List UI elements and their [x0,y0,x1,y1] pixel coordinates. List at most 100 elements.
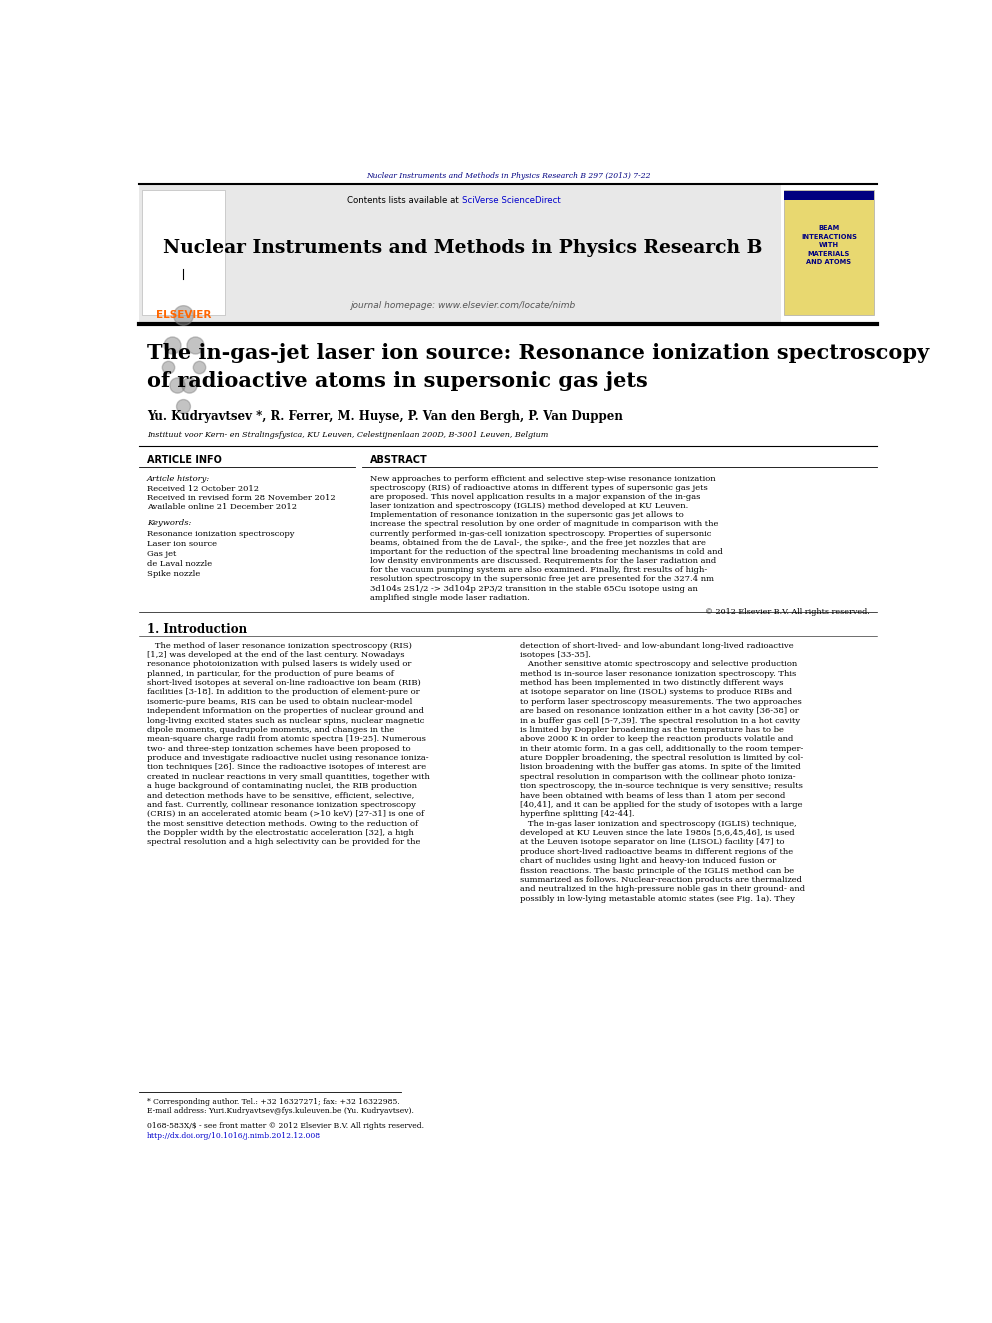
Text: [1,2] was developed at the end of the last century. Nowadays: [1,2] was developed at the end of the la… [147,651,405,659]
Text: Yu. Kudryavtsev *, R. Ferrer, M. Huyse, P. Van den Bergh, P. Van Duppen: Yu. Kudryavtsev *, R. Ferrer, M. Huyse, … [147,410,623,423]
Bar [139,184,782,321]
Point [176,396,191,417]
Text: planned, in particular, for the production of pure beams of: planned, in particular, for the producti… [147,669,394,677]
Text: fission reactions. The basic principle of the IGLIS method can be: fission reactions. The basic principle o… [520,867,794,875]
Text: Article history:: Article history: [147,475,210,483]
Text: possibly in low-lying metastable atomic states (see Fig. 1a). They: possibly in low-lying metastable atomic … [520,894,795,902]
Point [190,356,206,377]
Text: are based on resonance ionization either in a hot cavity [36-38] or: are based on resonance ionization either… [520,708,799,716]
Text: Available online 21 December 2012: Available online 21 December 2012 [147,503,297,511]
Point [176,304,191,325]
Text: are proposed. This novel application results in a major expansion of the in-gas: are proposed. This novel application res… [370,493,700,501]
Text: dipole moments, quadrupole moments, and changes in the: dipole moments, quadrupole moments, and … [147,726,394,734]
Text: resolution spectroscopy in the supersonic free jet are presented for the 327.4 n: resolution spectroscopy in the supersoni… [370,576,714,583]
Text: have been obtained with beams of less than 1 atom per second: have been obtained with beams of less th… [520,791,786,799]
Text: (CRIS) in an accelerated atomic beam (>10 keV) [27-31] is one of: (CRIS) in an accelerated atomic beam (>1… [147,810,425,819]
Text: Received in revised form 28 November 2012: Received in revised form 28 November 201… [147,493,335,501]
Text: at isotope separator on line (ISOL) systems to produce RIBs and: at isotope separator on line (ISOL) syst… [520,688,792,696]
Text: isotopes [33-35].: isotopes [33-35]. [520,651,591,659]
Text: currently performed in-gas-cell ionization spectroscopy. Properties of supersoni: currently performed in-gas-cell ionizati… [370,529,711,537]
Text: the Doppler width by the electrostatic acceleration [32], a high: the Doppler width by the electrostatic a… [147,830,414,837]
Text: spectroscopy (RIS) of radioactive atoms in different types of supersonic gas jet: spectroscopy (RIS) of radioactive atoms … [370,484,707,492]
Text: Instituut voor Kern- en Stralingsfysica, KU Leuven, Celestijnenlaan 200D, B-3001: Instituut voor Kern- en Stralingsfysica,… [147,431,549,439]
Text: of radioactive atoms in supersonic gas jets: of radioactive atoms in supersonic gas j… [147,370,648,390]
Text: a huge background of contaminating nuclei, the RIB production: a huge background of contaminating nucle… [147,782,417,790]
Text: method has been implemented in two distinctly different ways: method has been implemented in two disti… [520,679,784,687]
Text: independent information on the properties of nuclear ground and: independent information on the propertie… [147,708,424,716]
Text: Contents lists available at: Contents lists available at [347,196,461,205]
Text: two- and three-step ionization schemes have been proposed to: two- and three-step ionization schemes h… [147,745,411,753]
Text: increase the spectral resolution by one order of magnitude in comparison with th: increase the spectral resolution by one … [370,520,718,528]
Text: low density environments are discussed. Requirements for the laser radiation and: low density environments are discussed. … [370,557,716,565]
Text: journal homepage: www.elsevier.com/locate/nimb: journal homepage: www.elsevier.com/locat… [349,300,575,310]
Text: tion spectroscopy, the in-source technique is very sensitive; results: tion spectroscopy, the in-source techniq… [520,782,803,790]
Text: method is in-source laser resonance ionization spectroscopy. This: method is in-source laser resonance ioni… [520,669,797,677]
Text: Gas jet: Gas jet [147,550,177,558]
Text: laser ionization and spectroscopy (IGLIS) method developed at KU Leuven.: laser ionization and spectroscopy (IGLIS… [370,501,688,511]
Point [169,374,185,396]
Text: and neutralized in the high-pressure noble gas in their ground- and: and neutralized in the high-pressure nob… [520,885,806,893]
Text: 1. Introduction: 1. Introduction [147,623,247,636]
Text: is limited by Doppler broadening as the temperature has to be: is limited by Doppler broadening as the … [520,726,784,734]
Text: Laser ion source: Laser ion source [147,540,217,548]
Text: ature Doppler broadening, the spectral resolution is limited by col-: ature Doppler broadening, the spectral r… [520,754,804,762]
Text: above 2000 K in order to keep the reaction products volatile and: above 2000 K in order to keep the reacti… [520,736,794,744]
Text: spectral resolution in comparison with the collinear photo ioniza-: spectral resolution in comparison with t… [520,773,796,781]
Text: * Corresponding author. Tel.: +32 16327271; fax: +32 16322985.: * Corresponding author. Tel.: +32 163272… [147,1098,400,1106]
Text: Resonance ionization spectroscopy: Resonance ionization spectroscopy [147,529,295,537]
Text: beams, obtained from the de Laval-, the spike-, and the free jet nozzles that ar: beams, obtained from the de Laval-, the … [370,538,706,546]
Text: Nuclear Instruments and Methods in Physics Research B 297 (2013) 7-22: Nuclear Instruments and Methods in Physi… [366,172,651,180]
Text: facilities [3-18]. In addition to the production of element-pure or: facilities [3-18]. In addition to the pr… [147,688,420,696]
Text: amplified single mode laser radiation.: amplified single mode laser radiation. [370,594,530,602]
Text: chart of nuclides using light and heavy-ion induced fusion or: chart of nuclides using light and heavy-… [520,857,776,865]
Text: developed at KU Leuven since the late 1980s [5,6,45,46], is used: developed at KU Leuven since the late 19… [520,830,795,837]
Text: E-mail address: Yuri.Kudryavtsev@fys.kuleuven.be (Yu. Kudryavtsev).: E-mail address: Yuri.Kudryavtsev@fys.kul… [147,1107,414,1115]
Text: short-lived isotopes at several on-line radioactive ion beam (RIB): short-lived isotopes at several on-line … [147,679,421,687]
Text: de Laval nozzle: de Laval nozzle [147,560,212,568]
Bar [784,191,874,315]
Text: lision broadening with the buffer gas atoms. In spite of the limited: lision broadening with the buffer gas at… [520,763,801,771]
Text: in their atomic form. In a gas cell, additionally to the room temper-: in their atomic form. In a gas cell, add… [520,745,804,753]
Text: http://dx.doi.org/10.1016/j.nimb.2012.12.008: http://dx.doi.org/10.1016/j.nimb.2012.12… [147,1131,321,1139]
Text: Another sensitive atomic spectroscopy and selective production: Another sensitive atomic spectroscopy an… [520,660,798,668]
Text: Keywords:: Keywords: [147,520,191,528]
Text: The in-gas laser ionization and spectroscopy (IGLIS) technique,: The in-gas laser ionization and spectros… [520,820,797,828]
Text: summarized as follows. Nuclear-reaction products are thermalized: summarized as follows. Nuclear-reaction … [520,876,802,884]
Point [182,374,197,396]
Bar [142,191,225,315]
Text: Nuclear Instruments and Methods in Physics Research B: Nuclear Instruments and Methods in Physi… [163,239,762,258]
Text: in a buffer gas cell [5-7,39]. The spectral resolution in a hot cavity: in a buffer gas cell [5-7,39]. The spect… [520,717,801,725]
Text: spectral resolution and a high selectivity can be provided for the: spectral resolution and a high selectivi… [147,839,421,847]
Text: 3d104s 2S1/2 -> 3d104p 2P3/2 transition in the stable 65Cu isotope using an: 3d104s 2S1/2 -> 3d104p 2P3/2 transition … [370,585,698,593]
Text: Implementation of resonance ionization in the supersonic gas jet allows to: Implementation of resonance ionization i… [370,511,683,519]
Text: detection of short-lived- and low-abundant long-lived radioactive: detection of short-lived- and low-abunda… [520,642,794,650]
Text: hyperfine splitting [42-44].: hyperfine splitting [42-44]. [520,810,635,819]
Text: mean-square charge radii from atomic spectra [19-25]. Numerous: mean-square charge radii from atomic spe… [147,736,426,744]
Point [164,335,180,356]
Text: BEAM
INTERACTIONS
WITH
MATERIALS
AND ATOMS: BEAM INTERACTIONS WITH MATERIALS AND ATO… [802,225,857,266]
Text: tion techniques [26]. Since the radioactive isotopes of interest are: tion techniques [26]. Since the radioact… [147,763,427,771]
Text: important for the reduction of the spectral line broadening mechanisms in cold a: important for the reduction of the spect… [370,548,723,556]
Text: ARTICLE INFO: ARTICLE INFO [147,455,222,466]
Text: Received 12 October 2012: Received 12 October 2012 [147,484,259,492]
Text: The method of laser resonance ionization spectroscopy (RIS): The method of laser resonance ionization… [147,642,412,650]
Text: long-living excited states such as nuclear spins, nuclear magnetic: long-living excited states such as nucle… [147,717,425,725]
Text: SciVerse ScienceDirect: SciVerse ScienceDirect [461,196,560,205]
Text: at the Leuven isotope separator on line (LISOL) facility [47] to: at the Leuven isotope separator on line … [520,839,785,847]
Bar [784,192,874,200]
Text: The in-gas-jet laser ion source: Resonance ionization spectroscopy: The in-gas-jet laser ion source: Resonan… [147,343,930,363]
Text: ABSTRACT: ABSTRACT [370,455,428,466]
Text: resonance photoionization with pulsed lasers is widely used or: resonance photoionization with pulsed la… [147,660,412,668]
Text: isomeric-pure beams, RIS can be used to obtain nuclear-model: isomeric-pure beams, RIS can be used to … [147,697,413,706]
Text: ELSEVIER: ELSEVIER [156,310,211,320]
Point [186,335,202,356]
Text: to perform laser spectroscopy measurements. The two approaches: to perform laser spectroscopy measuremen… [520,697,802,706]
Point [160,356,176,377]
Text: and fast. Currently, collinear resonance ionization spectroscopy: and fast. Currently, collinear resonance… [147,800,416,808]
Text: © 2012 Elsevier B.V. All rights reserved.: © 2012 Elsevier B.V. All rights reserved… [705,609,870,617]
Text: produce short-lived radioactive beams in different regions of the: produce short-lived radioactive beams in… [520,848,793,856]
Text: 0168-583X/$ - see front matter © 2012 Elsevier B.V. All rights reserved.: 0168-583X/$ - see front matter © 2012 El… [147,1122,424,1130]
Text: Spike nozzle: Spike nozzle [147,570,200,578]
Text: produce and investigate radioactive nuclei using resonance ioniza-: produce and investigate radioactive nucl… [147,754,429,762]
Text: New approaches to perform efficient and selective step-wise resonance ionization: New approaches to perform efficient and … [370,475,715,483]
